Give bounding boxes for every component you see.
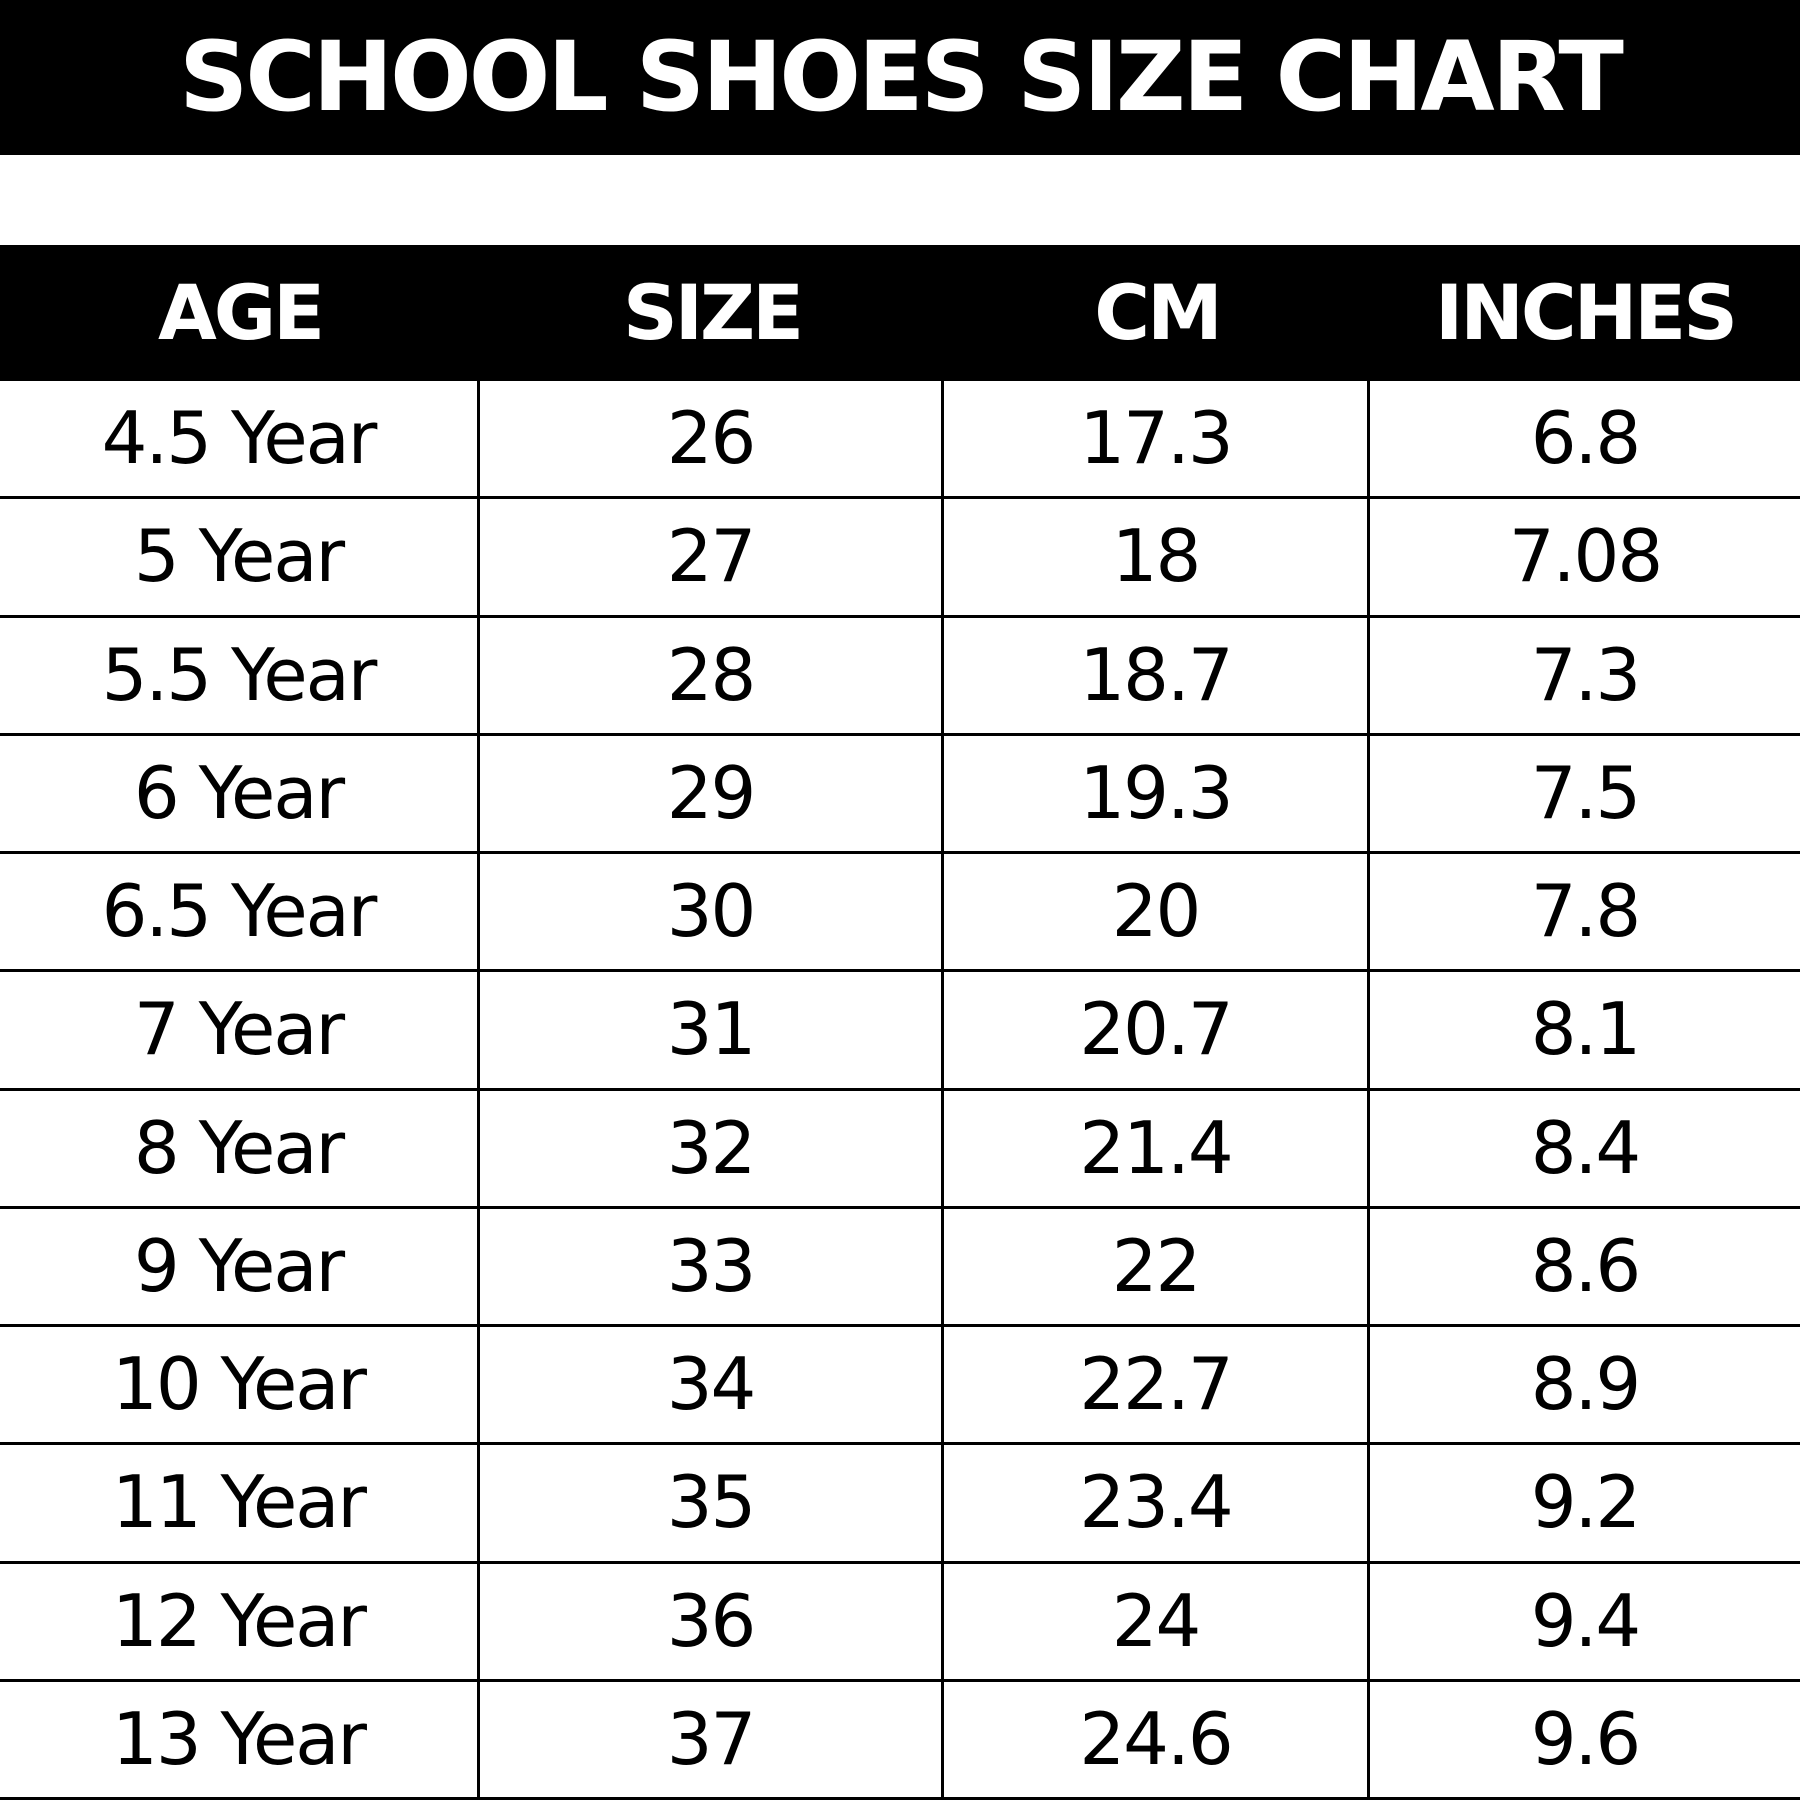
table-cell: 7.8 (1370, 854, 1800, 973)
table-cell: 27 (480, 499, 944, 618)
column-header: INCHES (1435, 268, 1738, 357)
column-header: AGE (157, 268, 325, 357)
table-cell: 29 (480, 735, 944, 854)
table-cell: 8.1 (1370, 972, 1800, 1091)
title: SCHOOL SHOES SIZE CHART (0, 0, 1800, 155)
table-cell: 20.7 (944, 972, 1370, 1091)
table-cell: 7.5 (1370, 736, 1800, 854)
table-cell: 11 Year (0, 1445, 480, 1564)
table-cell: 28 (480, 617, 944, 736)
table-cell: 24.6 (944, 1681, 1370, 1800)
table-cell: 8 Year (0, 1090, 480, 1209)
table-cell: 8.6 (1370, 1209, 1800, 1327)
table-cell: 12 Year (0, 1563, 480, 1682)
table-cell: 30 (480, 854, 944, 973)
table-cell: 5 Year (0, 499, 480, 618)
table-cell: 10 Year (0, 1327, 480, 1446)
table-cell: 17.3 (944, 381, 1370, 500)
table-cell: 21.4 (944, 1090, 1370, 1209)
table-cell: 9.6 (1370, 1682, 1800, 1800)
table-cell: 33 (480, 1208, 944, 1327)
column-header: SIZE (622, 268, 804, 357)
table-cell: 5.5 Year (0, 617, 480, 736)
table-cell: 7.3 (1370, 618, 1800, 736)
table-cell: 19.3 (944, 735, 1370, 854)
table-cell: 20 (944, 854, 1370, 973)
table-cell: 22.7 (944, 1327, 1370, 1446)
table-cell: 8.9 (1370, 1327, 1800, 1446)
table-cell: 4.5 Year (0, 381, 480, 500)
table-cell: 37 (480, 1681, 944, 1800)
table-body: 4.5 Year 26 17.3 6.8 5 Year 27 18 7.08 5.5 Year 2… (0, 381, 1800, 1800)
table-cell: 26 (480, 381, 944, 500)
table-cell: 6.8 (1370, 381, 1800, 500)
column-header: CM (1094, 268, 1222, 357)
table-cell: 22 (944, 1208, 1370, 1327)
table-cell: 8.4 (1370, 1091, 1800, 1209)
table-header: AGE SIZE CM INCHES (0, 245, 1800, 381)
table-cell: 31 (480, 972, 944, 1091)
table-cell: 24 (944, 1563, 1370, 1682)
table-cell: 18.7 (944, 617, 1370, 736)
table-cell: 34 (480, 1327, 944, 1446)
table-cell: 6.5 Year (0, 854, 480, 973)
table-cell: 7 Year (0, 972, 480, 1091)
table-cell: 6 Year (0, 735, 480, 854)
table-cell: 9.4 (1370, 1564, 1800, 1682)
table-cell: 36 (480, 1563, 944, 1682)
table-cell: 9 Year (0, 1208, 480, 1327)
table-cell: 9.2 (1370, 1445, 1800, 1564)
table-cell: 13 Year (0, 1681, 480, 1800)
table-cell: 23.4 (944, 1445, 1370, 1564)
table-cell: 7.08 (1370, 499, 1800, 618)
table-cell: 35 (480, 1445, 944, 1564)
table-cell: 18 (944, 499, 1370, 618)
table-cell: 32 (480, 1090, 944, 1209)
